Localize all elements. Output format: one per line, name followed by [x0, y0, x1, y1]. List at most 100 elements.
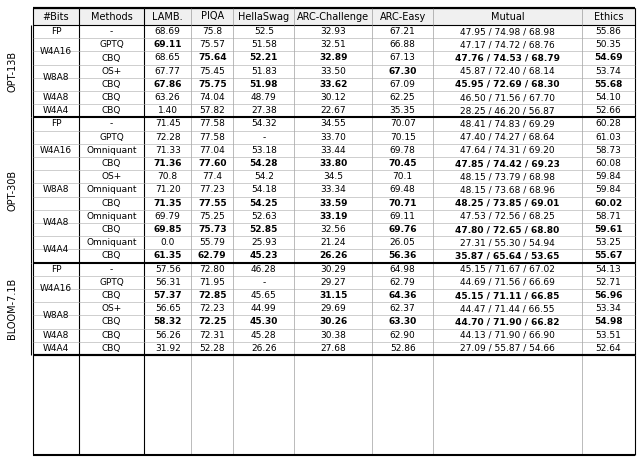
Text: 69.11: 69.11 [390, 212, 415, 221]
Text: 77.04: 77.04 [200, 146, 225, 155]
Text: 75.75: 75.75 [198, 80, 227, 89]
Text: 52.5: 52.5 [254, 27, 274, 36]
Text: 30.26: 30.26 [319, 318, 348, 326]
Text: 71.33: 71.33 [155, 146, 180, 155]
Text: -: - [110, 119, 113, 129]
Text: 75.57: 75.57 [199, 40, 225, 49]
Text: 64.36: 64.36 [388, 291, 417, 300]
Text: 72.80: 72.80 [200, 265, 225, 274]
Text: 48.41 / 74.83 / 69.29: 48.41 / 74.83 / 69.29 [460, 119, 555, 129]
Text: 54.13: 54.13 [595, 265, 621, 274]
Text: 69.85: 69.85 [154, 225, 182, 234]
Text: 55.86: 55.86 [595, 27, 621, 36]
Text: 52.66: 52.66 [595, 106, 621, 115]
Text: 69.79: 69.79 [155, 212, 180, 221]
Text: 33.62: 33.62 [319, 80, 348, 89]
Text: 47.76 / 74.53 / 68.79: 47.76 / 74.53 / 68.79 [455, 54, 560, 63]
Text: 52.28: 52.28 [200, 344, 225, 353]
Text: 45.15 / 71.67 / 67.02: 45.15 / 71.67 / 67.02 [460, 265, 555, 274]
Text: 0.0: 0.0 [161, 238, 175, 247]
Text: 71.36: 71.36 [154, 159, 182, 168]
Text: 62.90: 62.90 [390, 331, 415, 340]
Text: 52.63: 52.63 [251, 212, 276, 221]
Text: 69.78: 69.78 [390, 146, 415, 155]
Text: W4A4: W4A4 [43, 106, 69, 115]
Text: 50.35: 50.35 [595, 40, 621, 49]
Text: 27.68: 27.68 [321, 344, 346, 353]
Text: W4A8: W4A8 [43, 93, 69, 102]
Text: W8A8: W8A8 [43, 186, 69, 194]
Text: 44.70 / 71.90 / 66.82: 44.70 / 71.90 / 66.82 [455, 318, 559, 326]
Text: 53.25: 53.25 [595, 238, 621, 247]
Text: 34.5: 34.5 [323, 172, 343, 181]
Text: 69.76: 69.76 [388, 225, 417, 234]
Text: 59.84: 59.84 [595, 172, 621, 181]
Text: 46.50 / 71.56 / 67.70: 46.50 / 71.56 / 67.70 [460, 93, 555, 102]
Text: W8A8: W8A8 [43, 73, 69, 82]
Text: 77.4: 77.4 [202, 172, 222, 181]
Text: 52.85: 52.85 [250, 225, 278, 234]
Text: 63.30: 63.30 [388, 318, 417, 326]
Text: 68.69: 68.69 [155, 27, 180, 36]
Text: 55.79: 55.79 [199, 238, 225, 247]
Text: OS+: OS+ [102, 304, 122, 313]
Text: CBQ: CBQ [102, 344, 122, 353]
Text: 45.15 / 71.11 / 66.85: 45.15 / 71.11 / 66.85 [455, 291, 559, 300]
Text: FP: FP [51, 265, 61, 274]
Text: 72.23: 72.23 [200, 304, 225, 313]
Text: 51.58: 51.58 [251, 40, 276, 49]
Text: W4A16: W4A16 [40, 47, 72, 56]
Text: 31.15: 31.15 [319, 291, 348, 300]
Text: 55.67: 55.67 [594, 251, 623, 261]
Text: #Bits: #Bits [43, 12, 69, 21]
Text: 52.21: 52.21 [250, 54, 278, 63]
Text: 21.24: 21.24 [321, 238, 346, 247]
Text: 77.58: 77.58 [199, 133, 225, 142]
Text: 64.98: 64.98 [390, 265, 415, 274]
Text: 70.8: 70.8 [157, 172, 178, 181]
Text: 22.67: 22.67 [321, 106, 346, 115]
Text: 51.98: 51.98 [250, 80, 278, 89]
Text: 33.44: 33.44 [321, 146, 346, 155]
Text: 33.80: 33.80 [319, 159, 348, 168]
Text: 27.38: 27.38 [251, 106, 276, 115]
Text: GPTQ: GPTQ [99, 278, 124, 287]
Text: 63.26: 63.26 [155, 93, 180, 102]
Text: -: - [110, 265, 113, 274]
Text: 56.36: 56.36 [388, 251, 417, 261]
Text: CBQ: CBQ [102, 331, 122, 340]
Text: 77.55: 77.55 [198, 199, 227, 208]
Text: 47.64 / 74.31 / 69.20: 47.64 / 74.31 / 69.20 [460, 146, 555, 155]
Text: 67.86: 67.86 [154, 80, 182, 89]
Text: 57.37: 57.37 [154, 291, 182, 300]
Text: 26.26: 26.26 [251, 344, 276, 353]
Text: 61.03: 61.03 [595, 133, 621, 142]
Text: 45.30: 45.30 [250, 318, 278, 326]
Text: 56.31: 56.31 [155, 278, 180, 287]
Text: CBQ: CBQ [102, 199, 122, 208]
Text: 35.87 / 65.64 / 53.65: 35.87 / 65.64 / 53.65 [455, 251, 559, 261]
Text: W8A8: W8A8 [43, 311, 69, 320]
Text: 67.09: 67.09 [390, 80, 415, 89]
Text: 54.25: 54.25 [250, 199, 278, 208]
Text: 48.15 / 73.68 / 68.96: 48.15 / 73.68 / 68.96 [460, 186, 555, 194]
Text: 47.85 / 74.42 / 69.23: 47.85 / 74.42 / 69.23 [455, 159, 560, 168]
Text: 45.28: 45.28 [251, 331, 276, 340]
Text: 28.25 / 46.20 / 56.87: 28.25 / 46.20 / 56.87 [460, 106, 555, 115]
Text: 47.53 / 72.56 / 68.25: 47.53 / 72.56 / 68.25 [460, 212, 555, 221]
Text: 67.77: 67.77 [155, 67, 180, 75]
Text: 56.96: 56.96 [594, 291, 623, 300]
Text: Omniquant: Omniquant [86, 212, 137, 221]
Text: 75.25: 75.25 [200, 212, 225, 221]
Text: 27.31 / 55.30 / 54.94: 27.31 / 55.30 / 54.94 [460, 238, 555, 247]
Text: 44.99: 44.99 [251, 304, 276, 313]
Text: CBQ: CBQ [102, 54, 122, 63]
Text: 61.35: 61.35 [154, 251, 182, 261]
Text: 33.34: 33.34 [321, 186, 346, 194]
Text: 32.89: 32.89 [319, 54, 348, 63]
Text: OS+: OS+ [102, 67, 122, 75]
Text: 51.83: 51.83 [251, 67, 276, 75]
Text: 30.29: 30.29 [321, 265, 346, 274]
Text: 47.95 / 74.98 / 68.98: 47.95 / 74.98 / 68.98 [460, 27, 555, 36]
Text: 72.85: 72.85 [198, 291, 227, 300]
